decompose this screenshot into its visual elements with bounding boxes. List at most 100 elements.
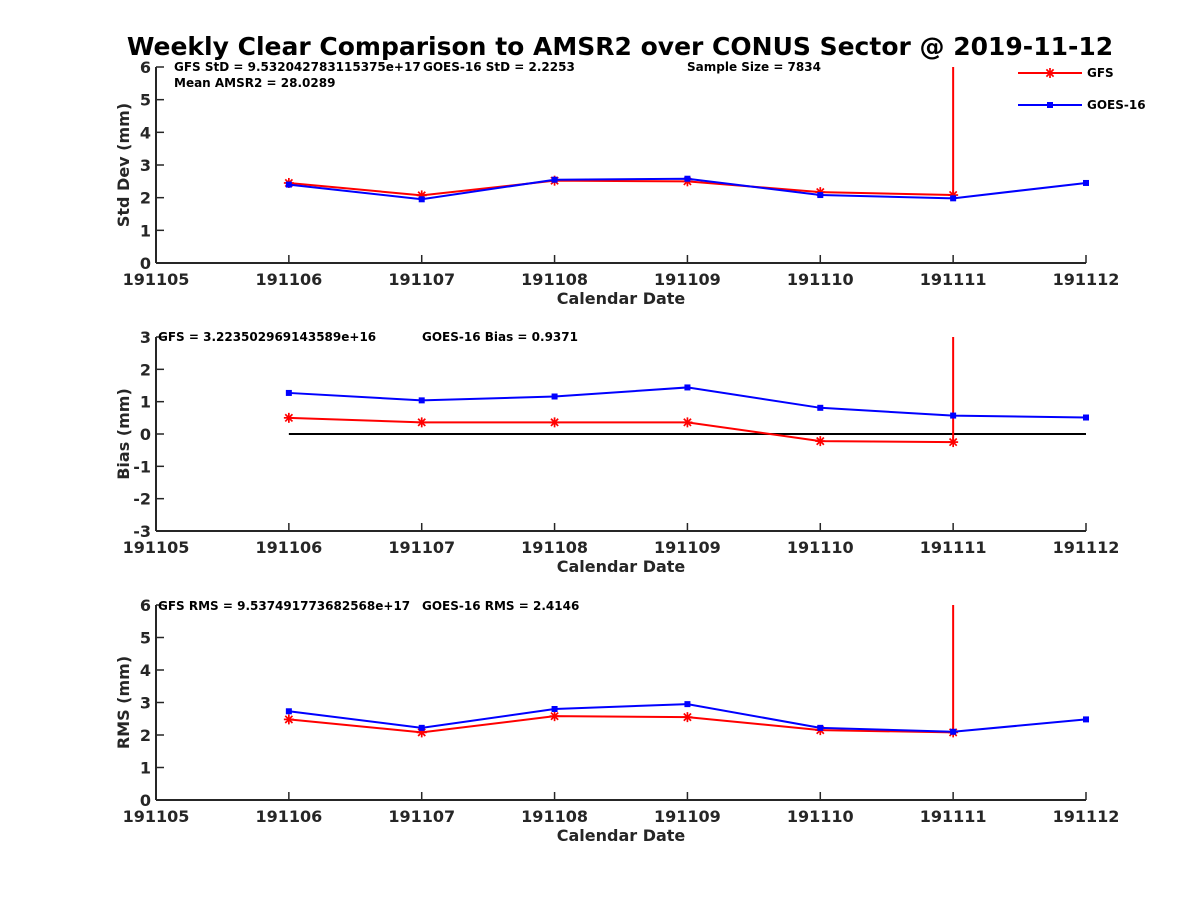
- stat-annotation: GOES-16 Bias = 0.9371: [422, 330, 578, 344]
- data-point: [950, 195, 957, 202]
- x-axis-label: Calendar Date: [557, 289, 686, 308]
- x-tick-label: 191112: [1053, 270, 1120, 289]
- x-tick-label: 191107: [388, 807, 455, 826]
- panel-3: 191105 191106 191107 191108 191109 191110 1911…: [114, 596, 1119, 845]
- legend-label: GFS: [1087, 66, 1114, 80]
- y-axis-label: RMS (mm): [114, 656, 133, 749]
- y-tick-label: 1: [140, 393, 151, 412]
- stat-annotation: Mean AMSR2 = 28.0289: [174, 76, 335, 90]
- x-tick-label: 191106: [255, 807, 322, 826]
- x-tick-label: 191107: [388, 538, 455, 557]
- series-line-gfs: [288, 179, 954, 197]
- stat-annotation: GFS = 3.223502969143589e+16: [158, 330, 376, 344]
- x-axis-label: Calendar Date: [557, 557, 686, 576]
- series-gfs: [283, 67, 959, 201]
- y-tick-label: -1: [133, 457, 151, 476]
- x-tick-label: 191109: [654, 807, 721, 826]
- data-point: [418, 196, 425, 203]
- data-point: [1083, 716, 1089, 723]
- data-point: [283, 412, 294, 423]
- x-tick-label: 191111: [920, 807, 987, 826]
- panel-1: 191105 191106 191107 191108 191109 191110 1911…: [114, 58, 1119, 308]
- y-tick-label: 6: [140, 58, 151, 77]
- x-tick-label: 191111: [920, 538, 987, 557]
- y-tick-label: 1: [140, 221, 151, 240]
- data-point: [682, 417, 693, 428]
- plots: 191105 191106 191107 191108 191109 191110 1911…: [114, 58, 1119, 845]
- data-point: [684, 175, 691, 182]
- data-point: [684, 701, 691, 708]
- y-tick-label: 2: [140, 189, 151, 208]
- x-tick-label: 191110: [787, 807, 854, 826]
- legend-label: GOES-16: [1087, 98, 1146, 112]
- x-tick-label: 191111: [920, 270, 987, 289]
- y-tick-label: 3: [140, 328, 151, 347]
- series-line-gfs: [288, 715, 954, 734]
- x-tick-label: 191109: [654, 270, 721, 289]
- y-tick-label: 3: [140, 694, 151, 713]
- series-goes-16: [285, 701, 1089, 735]
- data-point: [549, 711, 560, 722]
- stat-annotation: GOES-16 StD = 2.2253: [423, 60, 575, 74]
- x-tick-label: 191112: [1053, 538, 1120, 557]
- y-tick-label: 0: [140, 791, 151, 810]
- x-tick-label: 191108: [521, 807, 588, 826]
- y-axis-label: Bias (mm): [114, 388, 133, 480]
- data-point: [551, 393, 558, 400]
- x-tick-label: 191109: [654, 538, 721, 557]
- legend-marker: [1047, 102, 1053, 108]
- y-tick-label: -2: [133, 490, 151, 509]
- series-line-goes-16: [288, 386, 1087, 419]
- series-gfs: [283, 337, 959, 448]
- stat-annotation: GFS RMS = 9.537491773682568e+17: [158, 599, 410, 613]
- data-point: [551, 706, 558, 712]
- stat-annotation: GOES-16 RMS = 2.4146: [422, 599, 579, 613]
- data-point: [950, 412, 957, 419]
- y-tick-label: 2: [140, 726, 151, 745]
- y-tick-label: 3: [140, 156, 151, 175]
- x-tick-label: 191107: [388, 270, 455, 289]
- y-tick-label: 4: [140, 661, 151, 680]
- y-tick-label: 0: [140, 425, 151, 444]
- stat-annotation: Sample Size = 7834: [687, 60, 821, 74]
- data-point: [285, 389, 292, 396]
- y-tick-label: 0: [140, 254, 151, 273]
- x-tick-label: 191105: [123, 538, 190, 557]
- data-point: [682, 712, 693, 723]
- x-tick-label: 191108: [521, 538, 588, 557]
- series-goes-16: [285, 175, 1089, 203]
- x-tick-label: 191108: [521, 270, 588, 289]
- data-point: [551, 176, 558, 183]
- legend: GFS GOES-16: [1018, 66, 1146, 112]
- data-point: [416, 417, 427, 428]
- y-tick-label: 1: [140, 759, 151, 778]
- series-line-gfs: [288, 416, 954, 444]
- legend-entry: GOES-16: [1018, 98, 1146, 112]
- data-point: [1083, 414, 1089, 421]
- data-point: [950, 728, 957, 735]
- x-tick-label: 191112: [1053, 807, 1120, 826]
- data-point: [549, 417, 560, 428]
- data-point: [283, 714, 294, 725]
- data-point: [285, 181, 292, 188]
- x-tick-label: 191110: [787, 270, 854, 289]
- series-gfs: [283, 605, 959, 738]
- x-tick-label: 191105: [123, 807, 190, 826]
- x-axis-label: Calendar Date: [557, 826, 686, 845]
- y-tick-label: -3: [133, 522, 151, 541]
- x-tick-label: 191110: [787, 538, 854, 557]
- data-point: [817, 724, 824, 731]
- y-tick-label: 6: [140, 596, 151, 615]
- y-axis-label: Std Dev (mm): [114, 103, 133, 227]
- y-tick-label: 5: [140, 91, 151, 110]
- legend-entry: GFS: [1018, 66, 1114, 80]
- series-goes-16: [285, 384, 1089, 421]
- x-tick-label: 191105: [123, 270, 190, 289]
- data-point: [418, 397, 425, 404]
- data-point: [285, 708, 292, 715]
- data-point: [418, 724, 425, 731]
- data-point: [815, 436, 826, 447]
- data-point: [948, 437, 959, 448]
- stat-annotation: GFS StD = 9.532042783115375e+17: [174, 60, 421, 74]
